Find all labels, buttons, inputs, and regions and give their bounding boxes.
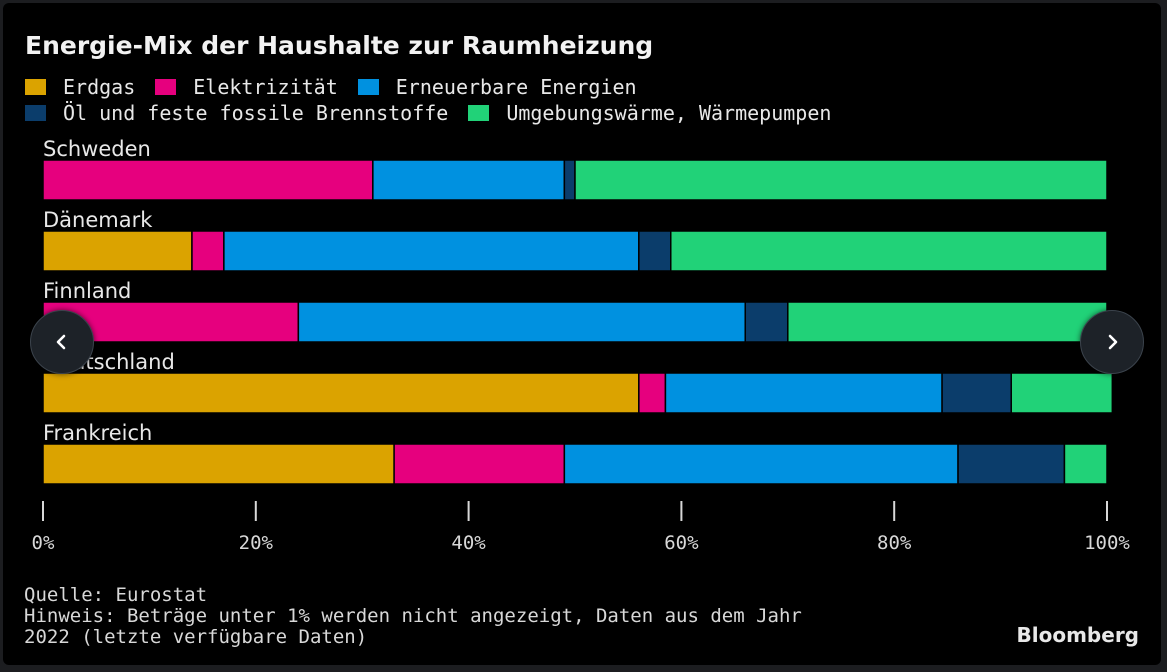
source-note: Quelle: Eurostat [24,584,208,606]
bar-segment-deutschland-1 [638,372,667,414]
bar-segment-finnland-2 [297,301,746,343]
legend-label-elektrizitaet: Elektrizität [193,75,338,99]
bar-segment-deutschland-3 [941,372,1012,414]
bloomberg-logo: Bloomberg [1016,623,1139,647]
x-tick-label-40: 40% [451,532,486,554]
chart-card: Energie-Mix der Haushalte zur Raumheizun… [3,3,1161,665]
legend-item-umgebungswaerme: Umgebungswärme, Wärmepumpen [468,101,831,125]
chart-title: Energie-Mix der Haushalte zur Raumheizun… [25,31,654,60]
bar-segment-frankreich-2 [563,443,959,485]
bar-segment-deutschland-0 [42,372,640,414]
bar-segment-deutschland-2 [664,372,943,414]
legend-label-umgebungswaerme: Umgebungswärme, Wärmepumpen [506,101,832,125]
bar-segment-daenemark-3 [638,230,672,272]
category-label-schweden: Schweden [43,137,151,161]
legend-swatch-erneuerbare [357,79,379,95]
legend-swatch-elektrizitaet [155,79,177,95]
x-tick-label-80: 80% [877,532,912,554]
bar-segment-frankreich-1 [393,443,566,485]
bar-segment-frankreich-3 [957,443,1066,485]
legend-swatch-oel [25,105,46,121]
legend-item-erneuerbare: Erneuerbare Energien [357,75,637,99]
category-label-frankreich: Frankreich [43,421,152,445]
hint-note-line-2: 2022 (letzte verfügbare Daten) [24,626,368,648]
hint-note-line-1: Hinweis: Beträge unter 1% werden nicht a… [24,605,802,627]
x-tick-label-20: 20% [239,532,274,554]
bar-segment-schweden-2 [372,159,566,201]
previous-button[interactable] [30,310,94,374]
legend-item-oel: Öl und feste fossile Brennstoffe [25,101,448,125]
bar-segment-finnland-4 [787,301,1108,343]
next-button[interactable] [1080,310,1144,374]
legend-swatch-umgebungswaerme [468,105,490,121]
legend-row-1: Erdgas Elektrizität Erneuerbare Energien [25,74,657,100]
category-label-daenemark: Dänemark [43,208,153,232]
chevron-right-icon [1108,334,1118,350]
category-label-finnland: Finnland [43,279,131,303]
x-tick-label-60: 60% [664,532,699,554]
bar-segment-schweden-1 [42,159,374,201]
legend-label-erdgas: Erdgas [63,75,136,99]
bar-segment-daenemark-0 [42,230,193,272]
legend-item-elektrizitaet: Elektrizität [155,75,338,99]
bar-segment-daenemark-2 [223,230,640,272]
bar-segment-frankreich-4 [1063,443,1108,485]
legend-swatch-erdgas [25,79,46,95]
x-tick-label-0: 0% [32,532,55,554]
legend-row-2: Öl und feste fossile Brennstoffe Umgebun… [25,100,851,126]
legend-label-oel: Öl und feste fossile Brennstoffe [63,101,449,125]
bar-segment-finnland-3 [744,301,789,343]
legend-label-erneuerbare: Erneuerbare Energien [395,75,637,99]
bar-segment-frankreich-0 [42,443,395,485]
bar-segment-deutschland-4 [1010,372,1114,414]
stacked-bar-chart: SchwedenDänemarkFinnlandDeutschlandFrank… [32,137,1131,554]
bar-segment-daenemark-1 [191,230,225,272]
x-tick-label-100: 100% [1084,532,1130,554]
legend-item-erdgas: Erdgas [25,75,135,99]
bar-segment-schweden-3 [563,159,576,201]
bar-segment-daenemark-4 [670,230,1108,272]
chevron-left-icon [56,334,66,350]
bar-segment-schweden-4 [574,159,1108,201]
